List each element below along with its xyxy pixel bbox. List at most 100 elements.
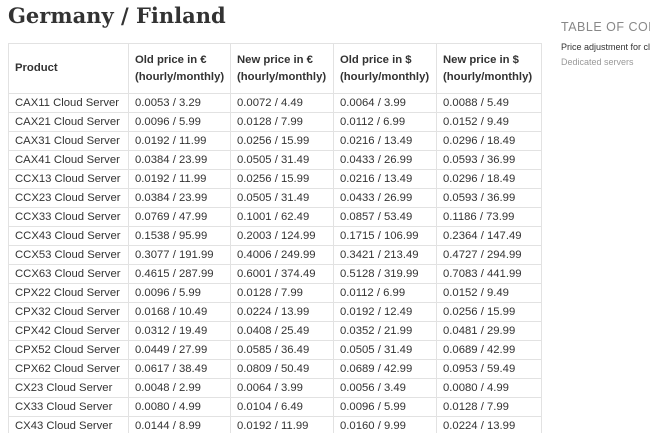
- price-cell: 0.4727 / 294.99: [436, 245, 542, 265]
- product-cell: CPX52 Cloud Server: [8, 340, 129, 360]
- price-cell: 0.0408 / 25.49: [230, 321, 334, 341]
- header-line: New price in $: [443, 53, 519, 66]
- toc-item[interactable]: Dedicated servers: [561, 57, 634, 67]
- price-cell: 0.0096 / 5.99: [128, 283, 231, 303]
- price-cell: 0.0088 / 5.49: [436, 93, 542, 113]
- header-line: Product: [15, 62, 58, 74]
- product-cell: CAX41 Cloud Server: [8, 150, 129, 170]
- price-cell: 0.0857 / 53.49: [333, 207, 437, 227]
- header-cell: Product: [8, 43, 129, 94]
- table-row: CX33 Cloud Server 0.0080 / 4.99 0.0104 / 6…: [8, 397, 542, 417]
- price-cell: 0.0128 / 7.99: [436, 397, 542, 417]
- price-cell: 0.0152 / 9.49: [436, 112, 542, 132]
- table-row: CCX13 Cloud Server 0.0192 / 11.99 0.0256 /…: [8, 169, 542, 189]
- table-row: CCX43 Cloud Server 0.1538 / 95.99 0.2003 /…: [8, 226, 542, 246]
- header-cell: Old price in $ (hourly/monthly): [333, 43, 437, 94]
- price-cell: 0.0384 / 23.99: [128, 188, 231, 208]
- price-cell: 0.0096 / 5.99: [128, 112, 231, 132]
- price-cell: 0.0168 / 10.49: [128, 302, 231, 322]
- price-cell: 0.0312 / 19.49: [128, 321, 231, 341]
- price-cell: 0.0433 / 26.99: [333, 188, 437, 208]
- table-row: CPX62 Cloud Server 0.0617 / 38.49 0.0809 /…: [8, 359, 542, 379]
- price-cell: 0.0080 / 4.99: [128, 397, 231, 417]
- price-cell: 0.0064 / 3.99: [230, 378, 334, 398]
- product-cell: CPX32 Cloud Server: [8, 302, 129, 322]
- price-cell: 0.0053 / 3.29: [128, 93, 231, 113]
- price-table: Product Old price in € (hourly/monthly) New…: [8, 43, 542, 433]
- price-cell: 0.0112 / 6.99: [333, 112, 437, 132]
- table-row: CPX52 Cloud Server 0.0449 / 27.99 0.0585 /…: [8, 340, 542, 360]
- price-cell: 0.0144 / 8.99: [128, 416, 231, 433]
- price-cell: 0.0216 / 13.49: [333, 131, 437, 151]
- price-cell: 0.0953 / 59.49: [436, 359, 542, 379]
- price-cell: 0.5128 / 319.99: [333, 264, 437, 284]
- table-row: CCX53 Cloud Server 0.3077 / 191.99 0.4006 …: [8, 245, 542, 265]
- price-cell: 0.0128 / 7.99: [230, 283, 334, 303]
- header-row: Product Old price in € (hourly/monthly) New…: [8, 43, 542, 94]
- price-cell: 0.4615 / 287.99: [128, 264, 231, 284]
- price-cell: 0.0593 / 36.99: [436, 150, 542, 170]
- table-row: CCX33 Cloud Server 0.0769 / 47.99 0.1001 /…: [8, 207, 542, 227]
- price-cell: 0.0256 / 15.99: [436, 302, 542, 322]
- price-cell: 0.2003 / 124.99: [230, 226, 334, 246]
- price-cell: 0.0104 / 6.49: [230, 397, 334, 417]
- product-cell: CCX13 Cloud Server: [8, 169, 129, 189]
- product-cell: CPX42 Cloud Server: [8, 321, 129, 341]
- price-cell: 0.0224 / 13.99: [436, 416, 542, 433]
- price-cell: 0.0296 / 18.49: [436, 131, 542, 151]
- product-cell: CPX22 Cloud Server: [8, 283, 129, 303]
- table-row: CPX32 Cloud Server 0.0168 / 10.49 0.0224 /…: [8, 302, 542, 322]
- price-cell: 0.0152 / 9.49: [436, 283, 542, 303]
- header-line: (hourly/monthly): [135, 70, 225, 83]
- price-cell: 0.0505 / 31.49: [230, 188, 334, 208]
- product-cell: CAX11 Cloud Server: [8, 93, 129, 113]
- product-cell: CAX21 Cloud Server: [8, 112, 129, 132]
- product-cell: CX33 Cloud Server: [8, 397, 129, 417]
- header-cell: New price in $ (hourly/monthly): [436, 43, 542, 94]
- price-cell: 0.0505 / 31.49: [333, 340, 437, 360]
- table-row: CAX21 Cloud Server 0.0096 / 5.99 0.0128 / …: [8, 112, 542, 132]
- price-cell: 0.0617 / 38.49: [128, 359, 231, 379]
- table-row: CPX22 Cloud Server 0.0096 / 5.99 0.0128 / …: [8, 283, 542, 303]
- header-cell: Old price in € (hourly/monthly): [128, 43, 231, 94]
- price-cell: 0.6001 / 374.49: [230, 264, 334, 284]
- price-cell: 0.0072 / 4.49: [230, 93, 334, 113]
- table-row: CX43 Cloud Server 0.0144 / 8.99 0.0192 / 1…: [8, 416, 542, 433]
- price-cell: 0.1715 / 106.99: [333, 226, 437, 246]
- price-cell: 0.1538 / 95.99: [128, 226, 231, 246]
- price-cell: 0.0449 / 27.99: [128, 340, 231, 360]
- price-cell: 0.3077 / 191.99: [128, 245, 231, 265]
- price-cell: 0.0593 / 36.99: [436, 188, 542, 208]
- product-cell: CAX31 Cloud Server: [8, 131, 129, 151]
- toc-item[interactable]: Price adjustment for clo: [561, 42, 650, 52]
- table-body: CAX11 Cloud Server 0.0053 / 3.29 0.0072 / …: [8, 93, 542, 433]
- price-cell: 0.0352 / 21.99: [333, 321, 437, 341]
- price-cell: 0.1001 / 62.49: [230, 207, 334, 227]
- price-cell: 0.0224 / 13.99: [230, 302, 334, 322]
- price-cell: 0.0192 / 11.99: [230, 416, 334, 433]
- price-cell: 0.0481 / 29.99: [436, 321, 542, 341]
- table-row: CX23 Cloud Server 0.0048 / 2.99 0.0064 / 3…: [8, 378, 542, 398]
- product-cell: CX23 Cloud Server: [8, 378, 129, 398]
- header-line: Old price in $: [340, 53, 412, 66]
- table-row: CPX42 Cloud Server 0.0312 / 19.49 0.0408 /…: [8, 321, 542, 341]
- price-cell: 0.0689 / 42.99: [436, 340, 542, 360]
- table-row: CAX11 Cloud Server 0.0053 / 3.29 0.0072 / …: [8, 93, 542, 113]
- price-cell: 0.0256 / 15.99: [230, 131, 334, 151]
- price-cell: 0.0384 / 23.99: [128, 150, 231, 170]
- price-cell: 0.0160 / 9.99: [333, 416, 437, 433]
- header-line: (hourly/monthly): [340, 70, 430, 83]
- table-row: CCX23 Cloud Server 0.0384 / 23.99 0.0505 /…: [8, 188, 542, 208]
- price-cell: 0.1186 / 73.99: [436, 207, 542, 227]
- table-row: CCX63 Cloud Server 0.4615 / 287.99 0.6001 …: [8, 264, 542, 284]
- table-row: CAX31 Cloud Server 0.0192 / 11.99 0.0256 /…: [8, 131, 542, 151]
- price-cell: 0.0585 / 36.49: [230, 340, 334, 360]
- header-line: (hourly/monthly): [443, 70, 533, 83]
- price-cell: 0.0064 / 3.99: [333, 93, 437, 113]
- product-cell: CPX62 Cloud Server: [8, 359, 129, 379]
- product-cell: CCX23 Cloud Server: [8, 188, 129, 208]
- price-cell: 0.7083 / 441.99: [436, 264, 542, 284]
- toc-heading: TABLE OF CONT: [561, 20, 650, 34]
- price-cell: 0.0096 / 5.99: [333, 397, 437, 417]
